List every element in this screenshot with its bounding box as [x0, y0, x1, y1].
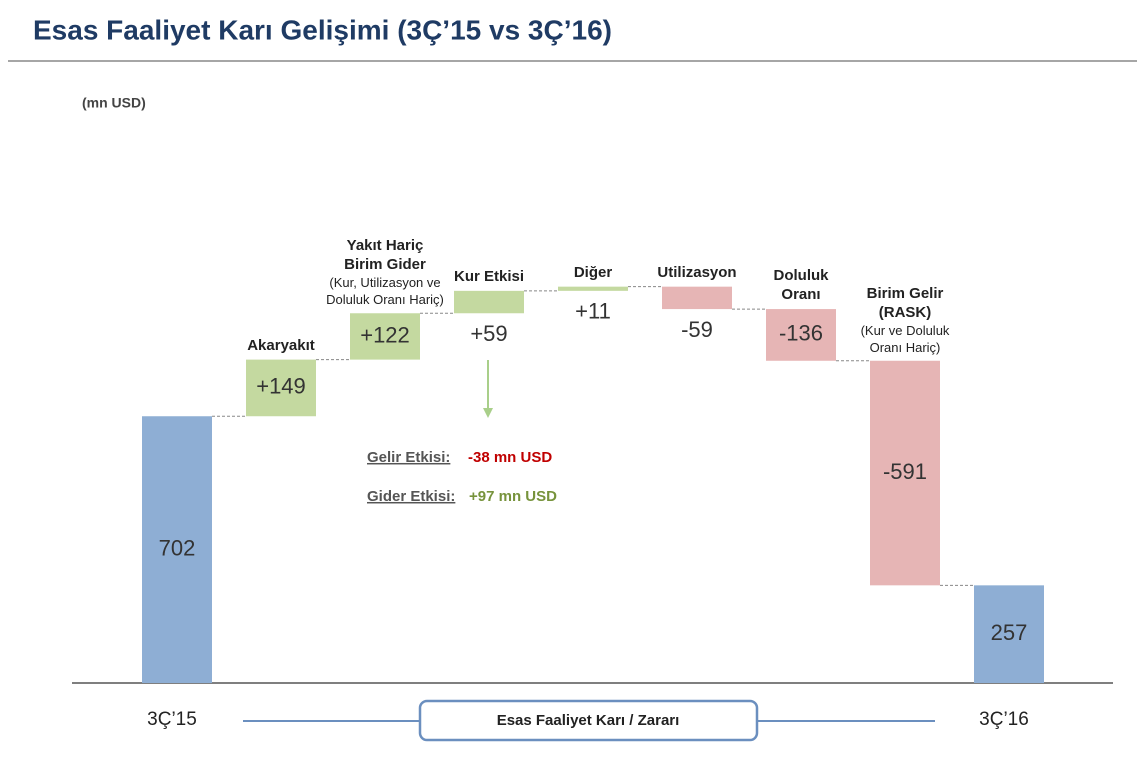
category-block: Akaryakıt: [231, 336, 331, 355]
category-label: Akaryakıt: [247, 336, 315, 354]
footer-box: [418, 699, 759, 742]
bar: [558, 286, 628, 291]
value-label: -591: [883, 459, 927, 484]
value-label: -136: [779, 321, 823, 346]
bar: [246, 359, 316, 417]
category-note: (Kur ve Doluluk Oranı Hariç): [860, 322, 950, 355]
title: Esas Faaliyet Karı Gelişimi (3Ç’15 vs 3Ç…: [33, 14, 612, 45]
category-block: Diğer: [543, 263, 643, 282]
bar: [662, 286, 732, 310]
value-label: +59: [470, 321, 507, 346]
category-label: 3Ç’16: [979, 709, 1029, 730]
value-label: 702: [159, 535, 196, 560]
annotation-label: Gelir Etkisi:: [367, 449, 450, 466]
category-label: Diğer: [573, 263, 613, 281]
annotation-label: Gider Etkisi:: [367, 488, 455, 505]
category-label: Doluluk Oranı: [773, 267, 829, 304]
category-label: Birim Gelir (RASK): [866, 284, 944, 321]
footer-text: Esas Faaliyet Karı / Zararı: [497, 712, 680, 729]
category-label: 3Ç’15: [147, 709, 197, 730]
unit-label: (mn USD): [82, 95, 146, 111]
arrow-head: [483, 408, 493, 418]
category-label: Kur Etkisi: [453, 267, 525, 285]
annotation-value: +97 mn USD: [469, 488, 557, 505]
bar: [766, 309, 836, 361]
category-note: (Kur, Utilizasyon ve Doluluk Oranı Hariç…: [326, 275, 444, 308]
bar: [454, 290, 524, 314]
annotation-value: -38 mn USD: [468, 449, 552, 466]
category-block: Doluluk Oranı: [764, 266, 839, 304]
bar: [870, 360, 940, 586]
category-block: Yakıt Hariç Birim Gider (Kur, Utilizasyon…: [313, 236, 458, 308]
bar: [142, 416, 212, 683]
category-block: Birim Gelir (RASK) (Kur ve Doluluk Oranı …: [850, 284, 960, 356]
category-label: Utilizasyon: [657, 263, 737, 281]
value-label: +122: [360, 322, 410, 347]
value-label: +11: [575, 299, 611, 324]
bar: [350, 313, 420, 360]
category-label: Yakıt Hariç Birim Gider: [344, 237, 426, 274]
value-label: 257: [991, 620, 1028, 645]
bar: [974, 585, 1044, 683]
category-block: Kur Etkisi: [452, 267, 527, 286]
category-block: Utilizasyon: [647, 263, 747, 282]
value-label: -59: [681, 317, 713, 342]
value-label: +149: [256, 374, 306, 399]
